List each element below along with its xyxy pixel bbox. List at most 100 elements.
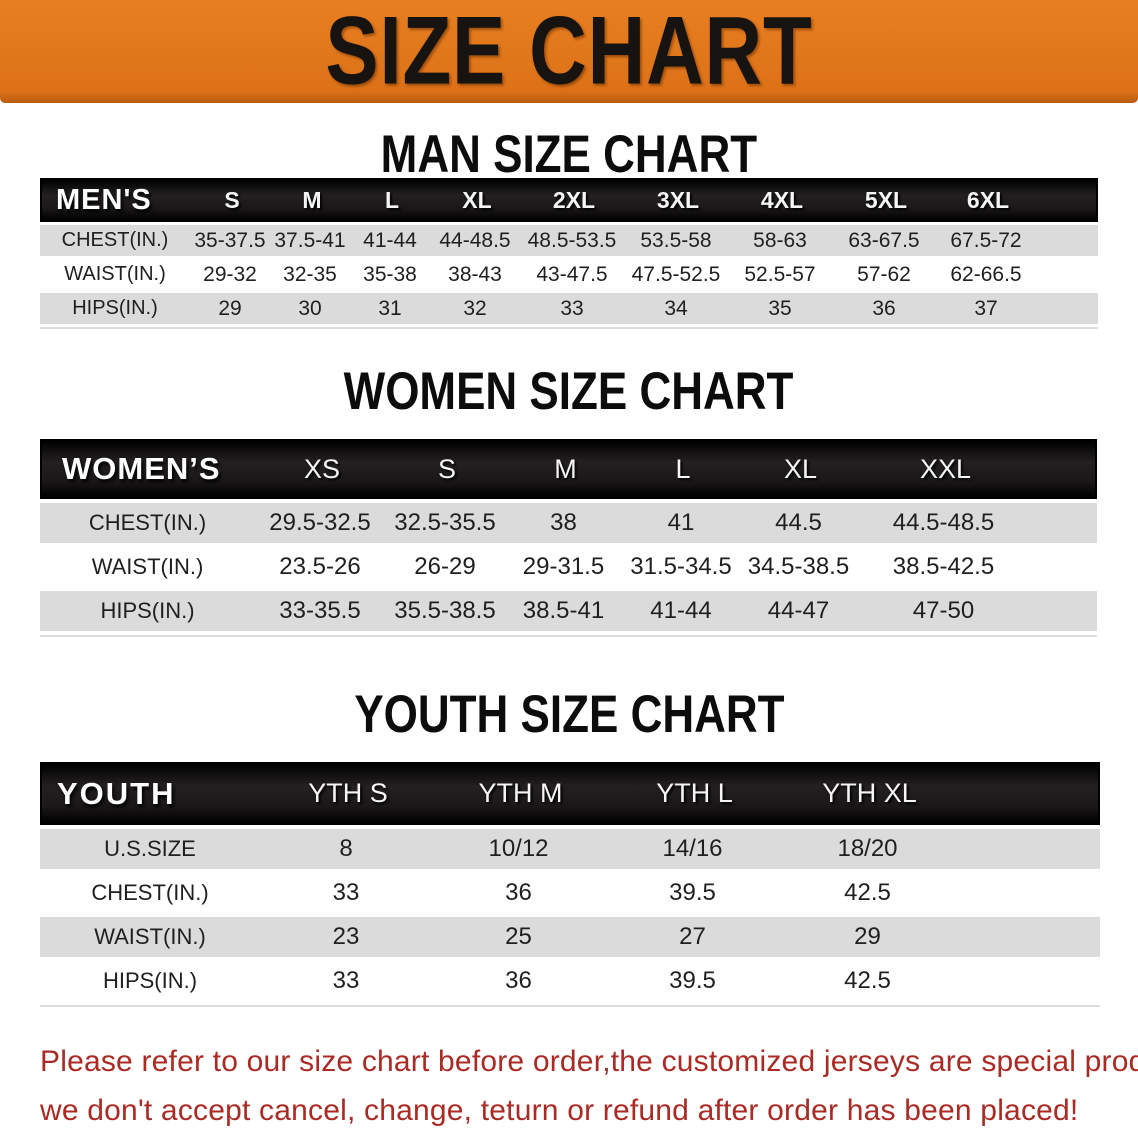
measure-cell: 41: [667, 509, 695, 536]
women-size-col-s: S: [437, 453, 456, 484]
row-label: HIPS(IN.): [72, 297, 158, 319]
row-label: WAIST(IN.): [91, 554, 204, 579]
measure-cell: 10/12: [488, 835, 549, 862]
men-size-col-s: S: [224, 186, 240, 213]
women-chest-row: CHEST(IN.) 29.5-32.5 32.5-35.5 38 41 44.…: [40, 503, 1097, 543]
measure-cell: 25: [505, 923, 532, 950]
measure-cell: 26-29: [414, 553, 476, 580]
measure-cell: 42.5: [844, 967, 891, 994]
women-hips-row: HIPS(IN.) 33-35.5 35.5-38.5 38.5-41 41-4…: [40, 591, 1097, 631]
measure-cell: 35: [768, 296, 792, 320]
women-size-col-l: L: [675, 453, 691, 484]
measure-cell: 42.5: [844, 879, 891, 906]
measure-cell: 27: [679, 923, 706, 950]
men-table-header-row: MEN'S S M L XL 2XL 3XL 4XL 5XL 6XL: [40, 178, 1098, 222]
youth-table-title: YOUTH: [57, 775, 176, 811]
row-label: HIPS(IN.): [100, 598, 195, 623]
men-size-col-2xl: 2XL: [552, 186, 596, 213]
measure-cell: 63-67.5: [848, 228, 920, 252]
measure-cell: 53.5-58: [640, 228, 712, 252]
measure-cell: 67.5-72: [950, 228, 1022, 252]
measure-cell: 37: [974, 296, 998, 320]
man-size-chart-heading: MAN SIZE CHART: [0, 124, 1138, 184]
disclaimer-note: Please refer to our size chart before or…: [40, 1037, 1138, 1135]
measure-cell: 8: [339, 835, 353, 862]
women-size-col-xl: XL: [783, 453, 818, 484]
youth-table-header-row: YOUTH YTH S YTH M YTH L YTH XL: [40, 762, 1100, 825]
men-size-col-4xl: 4XL: [760, 186, 804, 213]
row-label: CHEST(IN.): [91, 880, 209, 905]
measure-cell: 41-44: [650, 597, 712, 624]
banner: SIZE CHART: [0, 0, 1138, 106]
measure-cell: 33: [332, 879, 360, 906]
measure-cell: 34: [664, 296, 688, 320]
measure-cell: 32-35: [283, 262, 337, 286]
measure-cell: 44.5: [775, 509, 822, 536]
measure-cell: 48.5-53.5: [527, 228, 617, 252]
men-size-col-xl: XL: [462, 186, 492, 213]
disclaimer-line-2: we don't accept cancel, change, teturn o…: [40, 1094, 1079, 1127]
measure-cell: 32: [463, 296, 487, 320]
measure-cell: 29-31.5: [522, 553, 605, 580]
youth-ussize-row: U.S.SIZE 8 10/12 14/16 18/20: [40, 829, 1100, 869]
measure-cell: 36: [872, 296, 896, 320]
measure-cell: 35.5-38.5: [394, 597, 496, 624]
table-bottom-line: [40, 327, 1098, 329]
men-waist-row: WAIST(IN.) 29-32 32-35 35-38 38-43 43-47…: [40, 259, 1098, 290]
measure-cell: 29-32: [203, 262, 257, 286]
man-heading-text: MAN SIZE CHART: [380, 124, 758, 184]
measure-cell: 31: [378, 296, 402, 320]
youth-waist-row: WAIST(IN.) 23 25 27 29: [40, 917, 1100, 957]
banner-title: SIZE CHART: [325, 0, 813, 106]
measure-cell: 38.5-41: [522, 597, 605, 624]
men-size-col-3xl: 3XL: [656, 186, 700, 213]
men-hips-row: HIPS(IN.) 29 30 31 32 33 34 35 36 37: [40, 293, 1098, 324]
measure-cell: 29: [854, 923, 881, 950]
measure-cell: 34.5-38.5: [747, 553, 850, 580]
women-table-title: WOMEN’S: [62, 451, 221, 486]
youth-chest-row: CHEST(IN.) 33 36 39.5 42.5: [40, 873, 1100, 913]
measure-cell: 18/20: [837, 835, 898, 862]
women-size-table: WOMEN’S XS S M L XL XXL CHEST(IN.) 29.5-…: [40, 439, 1097, 637]
men-chest-row: CHEST(IN.) 35-37.5 37.5-41 41-44 44-48.5…: [40, 225, 1098, 256]
measure-cell: 35-38: [363, 262, 417, 286]
measure-cell: 52.5-57: [744, 262, 816, 286]
measure-cell: 35-37.5: [194, 228, 266, 252]
measure-cell: 47-50: [912, 597, 975, 624]
men-size-col-l: L: [384, 186, 400, 213]
men-size-col-5xl: 5XL: [864, 186, 908, 213]
youth-size-col-xl: YTH XL: [822, 778, 917, 808]
row-label: WAIST(IN.): [94, 924, 206, 949]
measure-cell: 36: [505, 879, 532, 906]
disclaimer-line-1: Please refer to our size chart before or…: [40, 1045, 1138, 1078]
women-heading-text: WOMEN SIZE CHART: [344, 361, 794, 421]
measure-cell: 32.5-35.5: [394, 509, 496, 536]
measure-cell: 30: [298, 296, 322, 320]
measure-cell: 44.5-48.5: [892, 509, 995, 536]
measure-cell: 39.5: [669, 967, 716, 994]
measure-cell: 43-47.5: [536, 262, 608, 286]
measure-cell: 38-43: [448, 262, 502, 286]
measure-cell: 58-63: [753, 228, 807, 252]
men-size-col-6xl: 6XL: [966, 186, 1010, 213]
women-waist-row: WAIST(IN.) 23.5-26 26-29 29-31.5 31.5-34…: [40, 547, 1097, 587]
women-table-header-row: WOMEN’S XS S M L XL XXL: [40, 439, 1097, 499]
youth-hips-row: HIPS(IN.) 33 36 39.5 42.5: [40, 961, 1100, 1001]
men-size-table: MEN'S S M L XL 2XL 3XL 4XL 5XL 6XL CHEST…: [40, 178, 1098, 329]
measure-cell: 47.5-52.5: [631, 262, 721, 286]
measure-cell: 29: [218, 296, 242, 320]
men-size-col-m: M: [302, 186, 322, 213]
youth-size-chart-heading: YOUTH SIZE CHART: [0, 687, 1138, 740]
row-label: HIPS(IN.): [102, 968, 198, 993]
measure-cell: 23.5-26: [279, 553, 361, 580]
row-label: CHEST(IN.): [88, 510, 207, 535]
table-bottom-line: [40, 635, 1097, 637]
table-bottom-line: [40, 1005, 1100, 1007]
measure-cell: 39.5: [669, 879, 716, 906]
measure-cell: 37.5-41: [274, 228, 346, 252]
women-size-col-xs: XS: [303, 453, 341, 484]
youth-size-table: YOUTH YTH S YTH M YTH L YTH XL U.S.SIZE …: [40, 762, 1100, 1007]
women-size-col-xxl: XXL: [919, 453, 972, 484]
measure-cell: 38: [550, 509, 577, 536]
